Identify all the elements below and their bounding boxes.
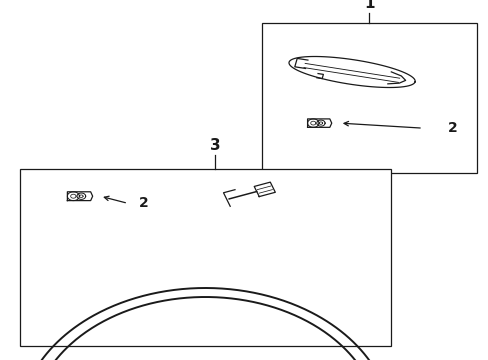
Bar [261, 23, 476, 173]
Text: 1: 1 [363, 0, 374, 11]
Text: 3: 3 [209, 138, 220, 153]
Text: 2: 2 [447, 121, 456, 135]
Text: 2: 2 [139, 197, 149, 210]
Bar [20, 169, 390, 346]
